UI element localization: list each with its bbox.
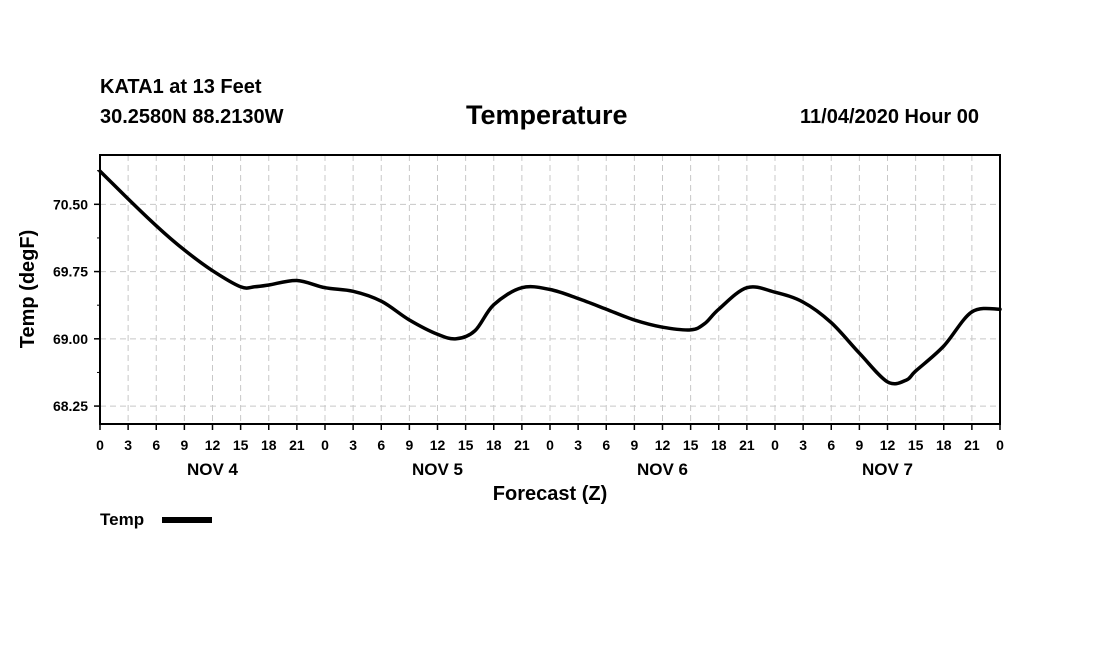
x-tick-label: 12 (205, 437, 221, 453)
x-tick-label: 6 (152, 437, 160, 453)
x-tick-label: 3 (124, 437, 132, 453)
x-tick-label: 18 (936, 437, 952, 453)
station-coordinates: 30.2580N 88.2130W (100, 106, 284, 128)
x-tick-label: 15 (683, 437, 699, 453)
y-tick-label: 69.75 (53, 264, 88, 280)
x-tick-label: 0 (771, 437, 779, 453)
x-tick-label: 12 (430, 437, 446, 453)
x-day-label: NOV 6 (637, 460, 688, 479)
x-tick-label: 0 (546, 437, 554, 453)
x-tick-label: 21 (739, 437, 755, 453)
x-tick-label: 21 (964, 437, 980, 453)
chart-title: Temperature (466, 100, 628, 130)
legend-label: Temp (100, 510, 145, 529)
x-tick-label: 18 (486, 437, 502, 453)
x-tick-label: 18 (261, 437, 277, 453)
x-tick-label: 0 (996, 437, 1004, 453)
y-axis-ticks: 70.50 69.75 69.00 68.25 (53, 170, 100, 414)
y-tick-label: 70.50 (53, 196, 88, 212)
x-tick-label: 3 (349, 437, 357, 453)
x-day-label: NOV 7 (862, 460, 913, 479)
x-tick-label: 9 (630, 437, 638, 453)
x-tick-label: 0 (96, 437, 104, 453)
x-tick-label: 9 (855, 437, 863, 453)
x-tick-label: 21 (289, 437, 305, 453)
x-tick-label: 12 (880, 437, 896, 453)
x-day-label: NOV 5 (412, 460, 463, 479)
station-label: KATA1 at 13 Feet (100, 76, 262, 98)
forecast-datetime: 11/04/2020 Hour 00 (800, 106, 980, 128)
x-tick-label: 6 (602, 437, 610, 453)
y-tick-label: 68.25 (53, 398, 88, 414)
y-tick-label: 69.00 (53, 331, 88, 347)
legend-swatch (162, 517, 212, 523)
x-tick-label: 15 (458, 437, 474, 453)
x-tick-label: 6 (827, 437, 835, 453)
series-layer (98, 169, 1002, 386)
x-tick-label: 9 (180, 437, 188, 453)
series-line-temp (98, 169, 1002, 386)
x-tick-label: 21 (514, 437, 530, 453)
x-tick-label: 15 (233, 437, 249, 453)
y-axis-label: Temp (degF) (17, 230, 39, 349)
x-tick-label: 12 (655, 437, 671, 453)
x-tick-label: 3 (574, 437, 582, 453)
plot-frame (99, 154, 1001, 425)
x-tick-label: 15 (908, 437, 924, 453)
x-tick-label: 3 (799, 437, 807, 453)
grid-lines (100, 155, 1000, 424)
x-tick-label: 6 (377, 437, 385, 453)
x-axis-label: Forecast (Z) (493, 483, 607, 505)
x-tick-label: 0 (321, 437, 329, 453)
x-axis-ticks: 0 3 6 9 12 15 18 21 0 3 6 9 12 15 18 21 0 3 6 9 12 15 18 21 0 3 6 9… (96, 424, 1004, 479)
x-tick-label: 18 (711, 437, 727, 453)
x-day-label: NOV 4 (187, 460, 239, 479)
x-tick-label: 9 (405, 437, 413, 453)
